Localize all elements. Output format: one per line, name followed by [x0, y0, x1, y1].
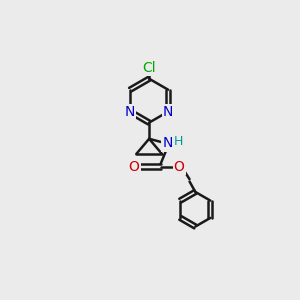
- Text: N: N: [163, 105, 173, 119]
- Text: N: N: [162, 136, 173, 150]
- Text: O: O: [174, 160, 184, 173]
- Text: N: N: [125, 105, 135, 119]
- Text: O: O: [129, 160, 140, 173]
- Text: Cl: Cl: [142, 61, 156, 75]
- Text: H: H: [174, 135, 183, 148]
